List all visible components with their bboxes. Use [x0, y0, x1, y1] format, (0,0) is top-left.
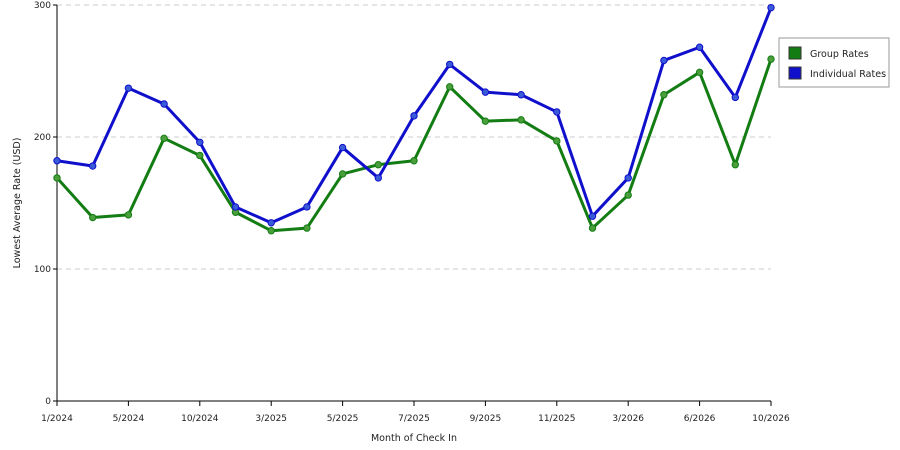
data-point-group-rates [660, 91, 668, 99]
series-line-group-rates [55, 57, 773, 233]
grid-lines [57, 4, 771, 270]
data-point-individual-rates [481, 88, 490, 96]
x-tick-label: 11/2025 [538, 414, 575, 424]
x-tick-label: 9/2025 [470, 414, 502, 424]
data-point-individual-rates [160, 100, 168, 108]
data-point-group-rates [374, 161, 382, 169]
data-point-group-rates [553, 137, 561, 145]
data-point-group-rates [624, 191, 632, 199]
data-point-individual-rates [374, 174, 382, 182]
data-point-individual-rates [517, 91, 525, 99]
x-tick-label: 5/2025 [327, 414, 359, 424]
y-tick-label: 100 [34, 265, 51, 275]
data-point-individual-rates [695, 43, 704, 51]
legend-swatch-group-rates [788, 46, 802, 60]
data-point-individual-rates [660, 56, 668, 65]
data-point-group-rates [89, 213, 97, 222]
data-point-individual-rates [124, 84, 133, 92]
data-point-group-rates [410, 157, 418, 165]
series-lines [53, 3, 775, 235]
data-point-individual-rates [196, 138, 204, 146]
data-point-group-rates [338, 170, 347, 178]
data-point-group-rates [303, 224, 311, 232]
x-tick-label: 1/2024 [41, 414, 73, 424]
data-point-group-rates [446, 83, 454, 91]
series-individual-rates [53, 3, 775, 227]
data-point-individual-rates [303, 203, 311, 211]
data-point-individual-rates [338, 143, 347, 152]
data-point-group-rates [124, 211, 133, 219]
y-tick-label: 300 [34, 1, 51, 11]
data-point-group-rates [517, 116, 525, 124]
x-tick-label: 5/2024 [113, 414, 145, 424]
y-axis-title: Lowest Average Rate (USD) [12, 138, 23, 269]
data-point-individual-rates [588, 212, 597, 220]
data-point-group-rates [731, 161, 739, 169]
legend-swatch-individual-rates [788, 66, 802, 80]
data-point-group-rates [160, 134, 168, 143]
x-tick-label: 6/2026 [684, 414, 716, 424]
legend-label-group-rates: Group Rates [810, 49, 869, 60]
series-group-rates [53, 55, 775, 235]
legend: Group Rates Individual Rates [778, 37, 890, 88]
y-ticks: 0 100 200 300 [34, 1, 57, 407]
data-point-individual-rates [410, 112, 418, 120]
x-tick-label: 3/2025 [255, 414, 287, 424]
y-tick-label: 0 [45, 397, 51, 407]
data-point-individual-rates [767, 3, 775, 12]
legend-label-individual-rates: Individual Rates [810, 69, 886, 80]
data-point-group-rates [196, 151, 204, 160]
data-point-group-rates [588, 224, 597, 232]
data-point-individual-rates [624, 174, 632, 182]
data-point-individual-rates [53, 157, 61, 165]
x-ticks: 1/2024 5/2024 10/2024 3/2025 5/2025 7/2025 9/2… [41, 401, 790, 424]
data-point-individual-rates [89, 162, 97, 170]
data-point-group-rates [767, 55, 775, 63]
data-point-group-rates [53, 174, 61, 182]
data-point-individual-rates [731, 93, 739, 102]
data-point-group-rates [695, 68, 704, 77]
data-point-individual-rates [231, 203, 240, 211]
x-axis-title: Month of Check In [371, 433, 457, 444]
data-point-individual-rates [267, 219, 275, 227]
data-point-group-rates [481, 117, 490, 125]
data-point-individual-rates [553, 108, 561, 116]
x-tick-label: 10/2026 [752, 414, 790, 424]
x-tick-label: 10/2024 [181, 414, 219, 424]
y-tick-label: 200 [34, 133, 51, 143]
x-tick-label: 7/2025 [398, 414, 430, 424]
x-tick-label: 3/2026 [612, 414, 644, 424]
data-point-individual-rates [446, 60, 454, 69]
data-point-group-rates [267, 227, 275, 235]
